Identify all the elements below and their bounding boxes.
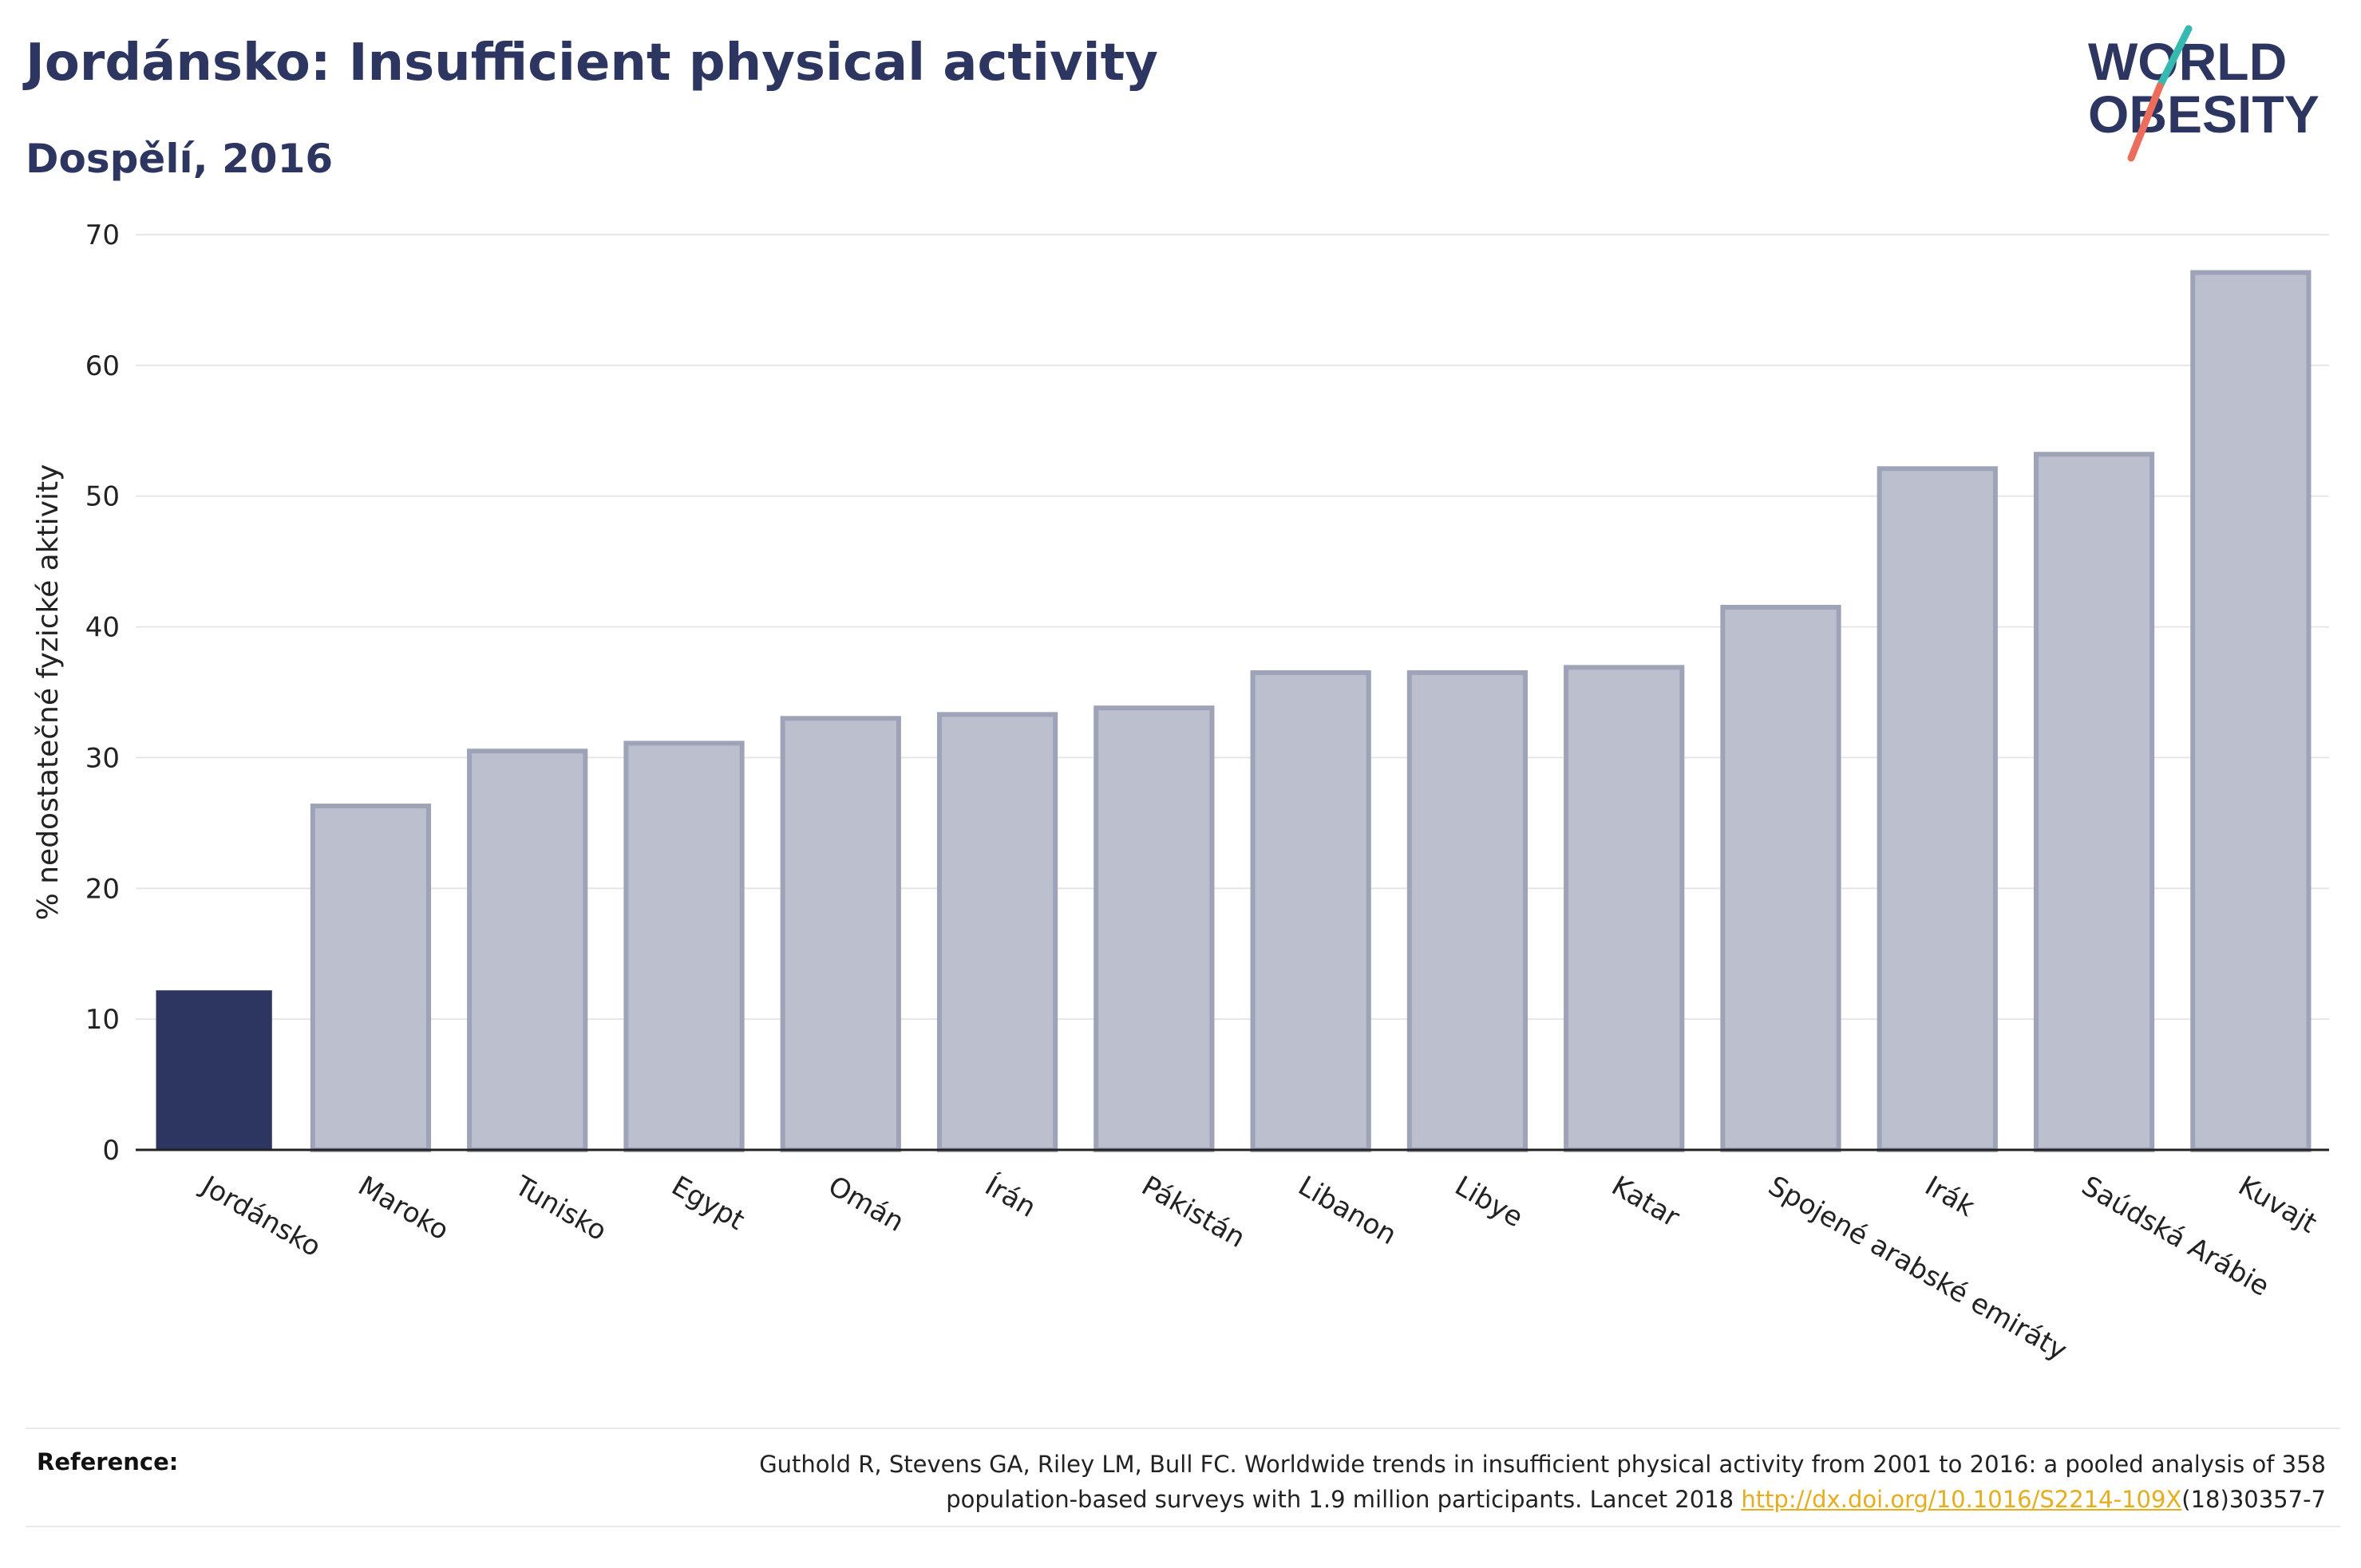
chart-subtitle: Dospělí, 2016: [26, 136, 334, 182]
bar-libanon: [1250, 669, 1371, 1152]
bar-kuvajt: [2190, 270, 2312, 1153]
y-axis-title: % nedostatečné fyzické aktivity: [32, 464, 65, 921]
footer-top-rule: [26, 1428, 2340, 1429]
bar-jordánsko: [156, 990, 272, 1150]
x-tick-label: Maroko: [353, 1170, 454, 1246]
x-tick-label: Libanon: [1293, 1170, 1402, 1251]
world-obesity-logo: WORLD OBESITY: [2088, 25, 2319, 162]
reference-text-part2: population-based surveys with 1.9 millio…: [946, 1486, 1742, 1513]
y-tick-label: 0: [102, 1135, 120, 1167]
x-tick-label: Spojené arabské emiráty: [1763, 1170, 2073, 1367]
x-tick-label: Egypt: [666, 1170, 750, 1237]
bar-pákistán: [1093, 705, 1215, 1152]
y-tick-label: 40: [85, 612, 120, 644]
bar-egypt: [623, 741, 745, 1152]
logo-coral-stroke: [2127, 82, 2164, 162]
logo-teal-stroke: [2156, 25, 2193, 90]
grid-lines: [136, 234, 2329, 1021]
x-tick-label: Kuvajt: [2232, 1170, 2322, 1240]
bar-omán: [780, 716, 901, 1152]
x-tick-label: Katar: [1606, 1170, 1685, 1234]
bar-irák: [1877, 466, 1998, 1152]
reference-text-part1: Guthold R, Stevens GA, Riley LM, Bull FC…: [759, 1451, 2326, 1478]
footer-bottom-rule: [26, 1526, 2340, 1527]
bar-katar: [1564, 665, 1685, 1152]
logo-line-obesity: OBESITY: [2088, 85, 2319, 144]
x-tick-label: Tunisko: [508, 1170, 611, 1248]
x-tick-label: Pákistán: [1136, 1170, 1250, 1254]
bars: [156, 270, 2312, 1153]
reference-doi-link[interactable]: http://dx.doi.org/10.1016/S2214-109X: [1741, 1486, 2182, 1513]
chart-title: Jordánsko: Insufficient physical activit…: [26, 34, 1158, 93]
reference-text: Guthold R, Stevens GA, Riley LM, Bull FC…: [490, 1447, 2326, 1517]
bar-saúdská-arábie: [2033, 452, 2155, 1152]
y-tick-label: 70: [85, 219, 120, 251]
x-tick-label: Libye: [1449, 1170, 1529, 1234]
x-tick-label: Omán: [823, 1170, 910, 1238]
bar-írán: [936, 712, 1058, 1152]
bar-spojené-arabské-emiráty: [1720, 604, 1841, 1152]
y-tick-label: 50: [85, 481, 120, 513]
y-tick-label: 10: [85, 1004, 120, 1036]
y-tick-label: 20: [85, 873, 120, 905]
x-tick-label: Írán: [979, 1169, 1042, 1224]
bar-libye: [1406, 669, 1529, 1152]
reference-label: Reference:: [37, 1448, 179, 1475]
y-tick-label: 60: [85, 350, 120, 382]
x-tick-label: Irák: [1920, 1170, 1980, 1223]
reference-text-part3: (18)30357-7: [2181, 1486, 2326, 1513]
y-tick-label: 30: [85, 742, 120, 774]
bar-tunisko: [467, 748, 588, 1152]
x-tick-label: Jordánsko: [195, 1169, 326, 1263]
logo-line-world: WORLD: [2088, 32, 2287, 91]
bar-maroko: [310, 804, 432, 1152]
